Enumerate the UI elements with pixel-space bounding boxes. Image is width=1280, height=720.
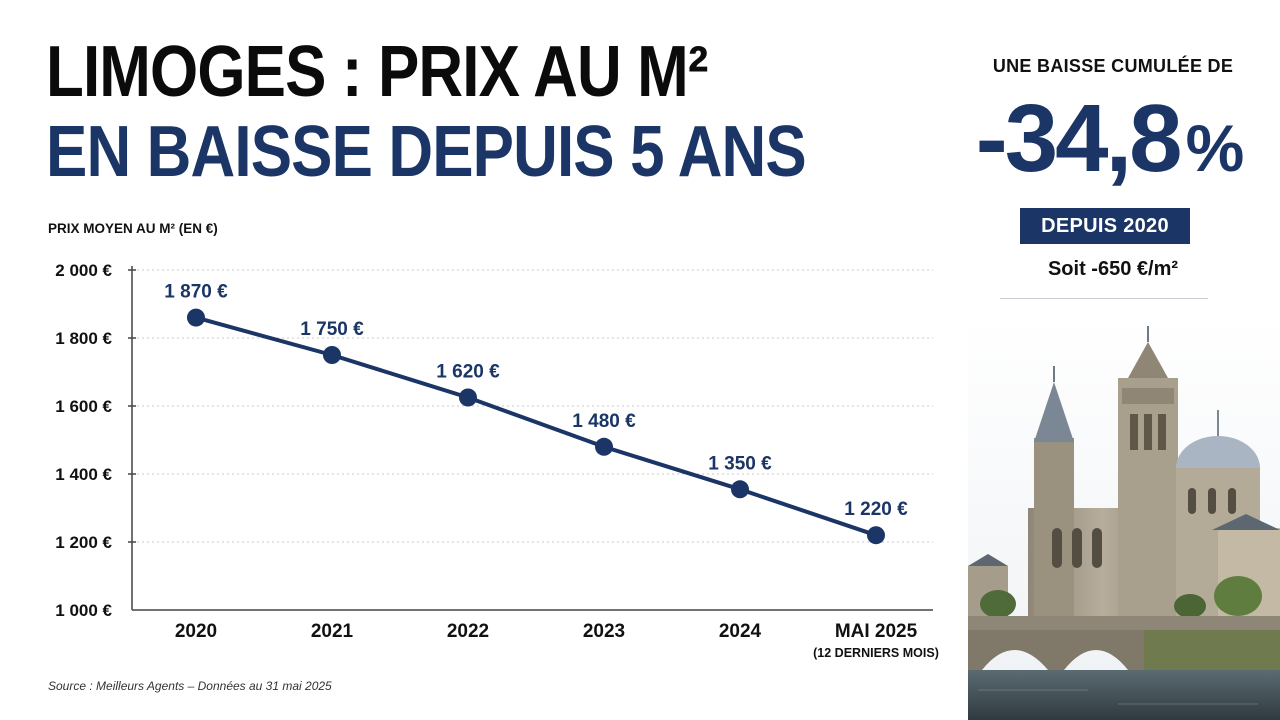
data-label: 1 870 € [164, 282, 228, 303]
x-tick-label: 2021 [311, 621, 354, 642]
cathedral-illustration [968, 318, 1280, 720]
x-tick-label: 2020 [175, 621, 217, 642]
y-tick-label: 1 200 € [55, 533, 112, 552]
data-label: 1 750 € [300, 319, 364, 340]
y-tick-label: 2 000 € [55, 261, 112, 280]
page-subtitle: EN BAISSE DEPUIS 5 ANS [46, 112, 807, 192]
data-point [187, 308, 205, 327]
y-axis-title: PRIX MOYEN AU M² (EN €) [48, 221, 218, 236]
data-point [731, 480, 749, 499]
y-tick-label: 1 800 € [55, 329, 112, 348]
kpi-badge: DEPUIS 2020 [1020, 208, 1190, 244]
kpi-subtext: Soit -650 €/m² [1047, 258, 1179, 280]
kpi-value: -34,8% [960, 84, 1260, 203]
y-tick-label: 1 600 € [55, 397, 112, 416]
data-point [323, 346, 341, 364]
x-tick-note: (12 DERNIERS MOIS) [813, 646, 939, 660]
page-title: LIMOGES : PRIX AU M² [46, 32, 708, 112]
data-label: 1 480 € [572, 411, 636, 432]
kpi-number: -34,8 [975, 85, 1183, 192]
data-label: 1 220 € [844, 499, 908, 520]
data-point [595, 437, 613, 456]
kpi-intro: UNE BAISSE CUMULÉE DE [992, 56, 1234, 76]
line-chart: PRIX MOYEN AU M² (EN €) 1 000 € 1 200 € 1 … [48, 221, 939, 660]
data-label: 1 620 € [436, 362, 500, 383]
y-tick-label: 1 400 € [55, 465, 112, 484]
source-note: Source : Meilleurs Agents – Données au 3… [48, 679, 332, 693]
series-line [195, 315, 877, 538]
data-label: 1 350 € [708, 453, 772, 474]
kpi-divider [1000, 298, 1208, 299]
y-tick-label: 1 000 € [55, 601, 112, 620]
x-tick-label: 2024 [719, 621, 762, 642]
x-tick-label: 2023 [583, 621, 625, 642]
data-point [867, 526, 885, 545]
kpi-unit: % [1185, 111, 1245, 185]
x-tick-label: 2022 [447, 621, 489, 642]
x-tick-label: MAI 2025 [835, 621, 918, 642]
data-point [459, 388, 477, 407]
price-chart: PRIX MOYEN AU M² (EN €) 1 000 € 1 200 € 1 … [48, 221, 939, 660]
limoges-cathedral-photo [968, 318, 1280, 720]
